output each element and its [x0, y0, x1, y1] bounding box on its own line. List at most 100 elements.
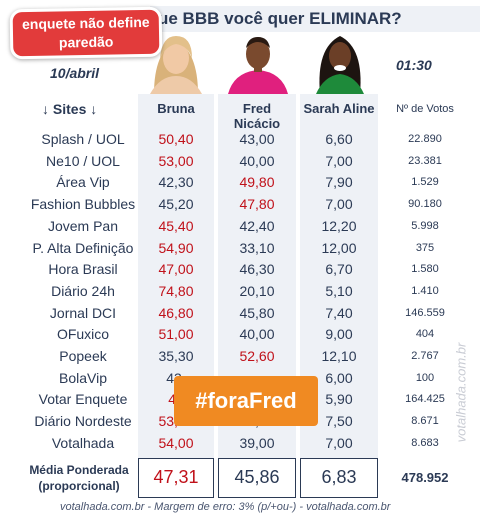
hashtag-banner: #foraFred — [174, 376, 318, 426]
table-row: Área Vip 42,30 49,80 7,90 1.529 — [0, 172, 480, 194]
fred-value: 45,80 — [239, 304, 275, 321]
sarah-value: 6,00 — [325, 369, 353, 386]
votes-value: 375 — [415, 241, 435, 254]
fred-value: 49,80 — [239, 174, 275, 191]
fred-value: 20,10 — [239, 282, 275, 299]
bruna-value: 51,00 — [158, 326, 194, 343]
sarah-average: 6,83 — [300, 458, 378, 498]
votes-value: 404 — [415, 328, 435, 341]
votes-value: 5.998 — [411, 219, 439, 232]
fred-value: 33,10 — [239, 239, 275, 256]
fred-value: 46,30 — [239, 261, 275, 278]
site-name: Votar Enquete — [38, 391, 128, 408]
sarah-value: 7,40 — [325, 304, 353, 321]
table-row: Fashion Bubbles 45,20 47,80 7,00 90.180 — [0, 194, 480, 216]
votes-value: 8.683 — [411, 436, 439, 449]
bruna-value: 42,30 — [158, 174, 194, 191]
watermark: votalhada.com.br — [448, 320, 469, 470]
votes-value: 146.559 — [405, 306, 445, 319]
site-name: Splash / UOL — [41, 131, 125, 147]
fred-value: 43,00 — [239, 131, 275, 147]
sarah-value: 9,00 — [325, 326, 353, 343]
bruna-value: 74,80 — [158, 282, 194, 299]
bruna-value: 47,00 — [158, 261, 194, 278]
bruna-value: 54,00 — [158, 434, 194, 451]
bruna-value: 45,20 — [158, 196, 194, 213]
sarah-value: 12,20 — [321, 217, 357, 234]
site-name: Área Vip — [56, 174, 110, 191]
footer-note: votalhada.com.br - Margem de erro: 3% (p… — [60, 501, 391, 513]
table-row: Hora Brasil 47,00 46,30 6,70 1.580 — [0, 259, 480, 281]
table-row: Jornal DCI 46,80 45,80 7,40 146.559 — [0, 303, 480, 325]
fred-header: Fred Nicácio — [233, 101, 281, 131]
votes-value: 1.410 — [411, 284, 439, 297]
table-row: Splash / UOL 50,40 43,00 6,60 22.890 — [0, 129, 480, 151]
table-row: Diário 24h 74,80 20,10 5,10 1.410 — [0, 281, 480, 303]
table-row: Votar Enquete 47 5,90 164.425 — [0, 389, 480, 411]
sarah-value: 7,90 — [325, 174, 353, 191]
sarah-value: 12,00 — [321, 239, 357, 256]
site-name: Jornal DCI — [49, 304, 117, 321]
fred-value: 52,60 — [239, 348, 275, 364]
votes-header: Nº de Votos — [396, 103, 454, 115]
sarah-value: 6,70 — [325, 261, 353, 278]
watermark-text: votalhada.com.br — [453, 342, 469, 443]
votes-value: 90.180 — [408, 198, 442, 211]
site-name: Hora Brasil — [48, 261, 118, 278]
bruna-average: 47,31 — [138, 458, 214, 498]
bruna-value: 53,00 — [158, 152, 194, 169]
page-title: ue BBB você quer ELIMINAR? — [150, 6, 480, 32]
sites-header: ↓ Sites ↓ — [42, 101, 98, 117]
bruna-value: 35,30 — [158, 348, 194, 364]
sarah-value: 7,00 — [325, 196, 353, 213]
fred-photo — [222, 28, 294, 94]
weighted-average-label: Média Ponderada (proporcional) — [20, 462, 138, 494]
bruna-value: 45,40 — [158, 217, 194, 234]
sarah-value: 6,60 — [325, 131, 353, 147]
table-row: Votalhada 54,00 39,00 7,00 8.683 — [0, 433, 480, 455]
sarah-value: 5,10 — [325, 282, 353, 299]
sarah-value: 7,00 — [325, 152, 353, 169]
fred-value: 39,00 — [239, 434, 275, 451]
sarah-value: 7,50 — [325, 413, 353, 430]
site-name: Jovem Pan — [47, 217, 119, 234]
votes-value: 23.381 — [408, 154, 442, 167]
table-row: Ne10 / UOL 53,00 40,00 7,00 23.381 — [0, 151, 480, 173]
bruna-value: 54,90 — [158, 239, 194, 256]
sarah-value: 7,00 — [325, 434, 353, 451]
site-name: Ne10 / UOL — [46, 152, 120, 169]
sarah-photo — [304, 28, 376, 94]
total-votes: 478.952 — [401, 470, 449, 485]
date-label: 10/abril — [50, 65, 100, 81]
site-name: Fashion Bubbles — [30, 196, 136, 213]
fred-value: 42,40 — [239, 217, 275, 234]
site-name: BolaVip — [58, 369, 107, 386]
disclaimer-sticker: enquete não define paredão — [9, 6, 163, 60]
bruna-value: 46,80 — [158, 304, 194, 321]
avg-label-line-2: (proporcional) — [38, 479, 120, 493]
votes-value: 8.671 — [411, 415, 439, 428]
votes-value: 164.425 — [405, 393, 445, 406]
votes-value: 2.767 — [411, 350, 439, 362]
sarah-value: 5,90 — [325, 391, 353, 408]
sticker-line-1: enquete não define — [21, 13, 150, 33]
table-row: OFuxico 51,00 40,00 9,00 404 — [0, 324, 480, 346]
bruna-header: Bruna — [157, 101, 195, 116]
fred-value: 47,80 — [239, 196, 275, 213]
time-label: 01:30 — [396, 57, 432, 73]
sticker-line-2: paredão — [58, 33, 114, 51]
site-name: P. Alta Definição — [32, 239, 134, 256]
votes-value: 22.890 — [408, 133, 442, 145]
votes-value: 1.529 — [411, 176, 439, 189]
table-row: P. Alta Definição 54,90 33,10 12,00 375 — [0, 238, 480, 260]
fred-value: 40,00 — [239, 152, 275, 169]
table-row: Popeek 35,30 52,60 12,10 2.767 — [0, 346, 480, 368]
table-row: Jovem Pan 45,40 42,40 12,20 5.998 — [0, 216, 480, 238]
avg-label-line-1: Média Ponderada — [29, 463, 129, 477]
votes-value: 100 — [415, 371, 435, 384]
site-name: Diário Nordeste — [34, 413, 132, 430]
bruna-photo — [140, 28, 212, 94]
bruna-value: 50,40 — [158, 131, 194, 147]
votes-value: 1.580 — [411, 263, 439, 276]
site-name: Votalhada — [51, 434, 115, 451]
